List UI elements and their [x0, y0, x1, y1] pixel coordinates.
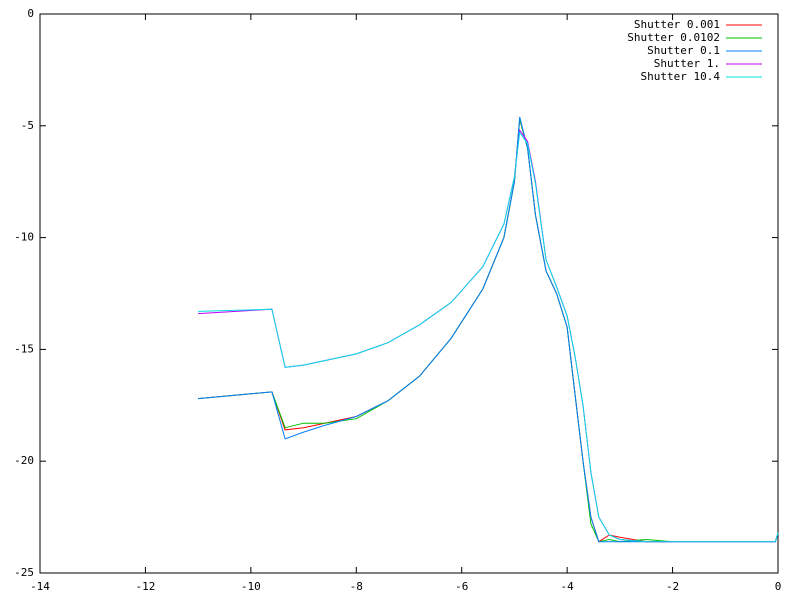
y-tick-label: -10	[14, 231, 34, 244]
x-tick-label: 0	[775, 580, 782, 593]
legend-label: Shutter 0.1	[647, 44, 720, 57]
legend-label: Shutter 0.001	[634, 18, 720, 31]
x-tick-label: -8	[350, 580, 363, 593]
series-line	[198, 116, 779, 543]
series-line	[198, 118, 673, 543]
x-tick-label: -10	[241, 580, 261, 593]
y-tick-label: -15	[14, 342, 34, 355]
x-tick-label: -4	[561, 580, 575, 593]
x-tick-label: -12	[135, 580, 155, 593]
y-tick-label: 0	[27, 7, 34, 20]
x-tick-label: -2	[666, 580, 679, 593]
legend-label: Shutter 0.0102	[627, 31, 720, 44]
y-tick-label: -25	[14, 566, 34, 579]
series-line	[198, 131, 779, 543]
x-tick-label: -6	[455, 580, 468, 593]
y-tick-label: -5	[21, 119, 34, 132]
legend-label: Shutter 1.	[654, 57, 720, 70]
series-line	[198, 118, 673, 543]
plot-border	[39, 13, 779, 574]
series-line	[198, 128, 779, 543]
x-tick-label: -14	[30, 580, 50, 593]
legend-label: Shutter 10.4	[641, 70, 721, 83]
y-tick-label: -20	[14, 454, 34, 467]
